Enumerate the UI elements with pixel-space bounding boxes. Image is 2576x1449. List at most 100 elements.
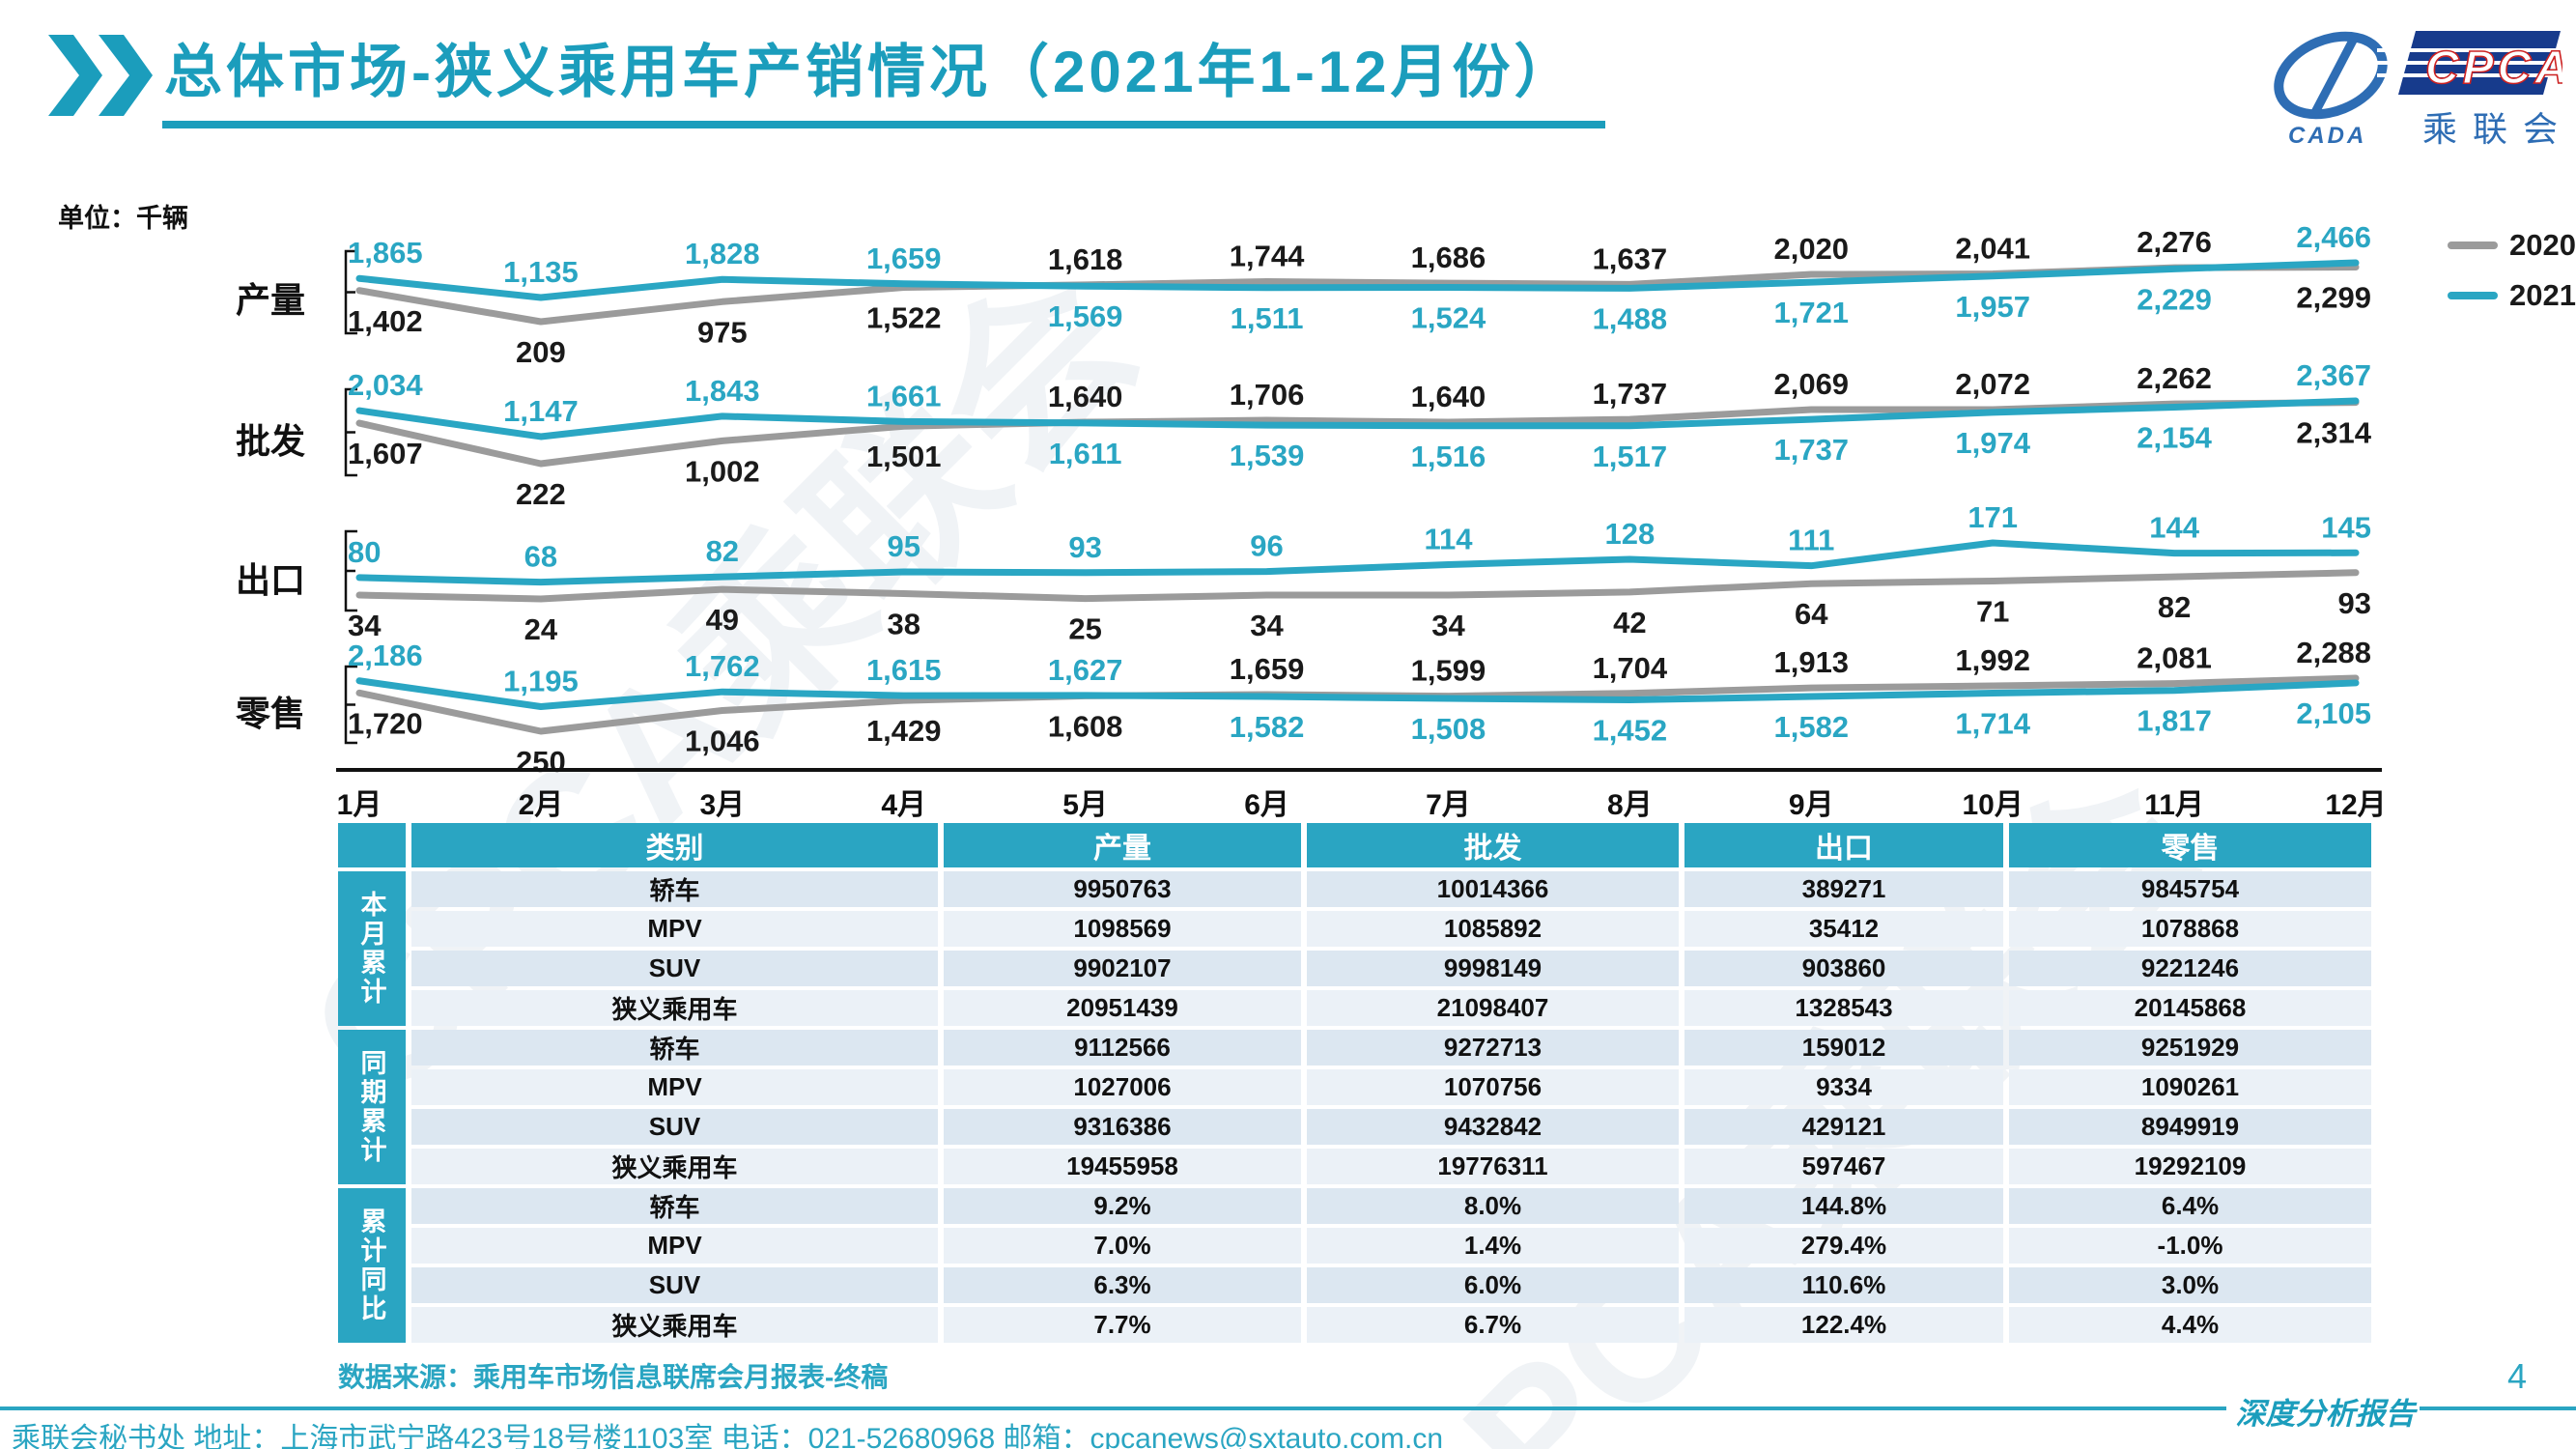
data-label: 1,195: [503, 664, 579, 697]
row-label-production: 产量: [235, 280, 305, 320]
data-label: 1,618: [1048, 242, 1123, 276]
table-cell: 6.4%: [2009, 1188, 2371, 1224]
table-cell: 1070756: [1307, 1069, 1679, 1105]
data-label: 93: [2338, 586, 2371, 620]
data-label: 1,762: [685, 649, 760, 683]
data-label: 250: [516, 745, 566, 779]
table-group-label: 本月累计: [338, 871, 406, 1026]
data-label: 24: [524, 612, 558, 646]
month-label: 6月: [1244, 789, 1289, 821]
table-header: 出口: [1684, 823, 2003, 867]
contact-line: 乘联会秘书处 地址：上海市武宁路423号18号楼1103室 电话：021-526…: [12, 1423, 1444, 1449]
table-cell: 19292109: [2009, 1149, 2371, 1184]
data-label: 1,637: [1593, 242, 1668, 275]
table-cell: 429121: [1684, 1109, 2003, 1145]
legend-label: 2020: [2509, 228, 2576, 262]
data-label: 1,737: [1593, 377, 1668, 411]
chart-production: 1,865 1,402 1,135 209 1,828 975 1,659 1,522 1,61…: [336, 220, 2391, 369]
data-label: 96: [1250, 529, 1283, 563]
axis-bracket: [344, 249, 357, 335]
legend-label: 2021: [2509, 278, 2576, 312]
chevron-icon: [48, 35, 153, 116]
data-label: 1,516: [1411, 440, 1486, 473]
table-cell: 4.4%: [2009, 1307, 2371, 1343]
row-label-retail: 零售: [235, 694, 305, 733]
data-label: 1,599: [1411, 654, 1486, 688]
chart-wholesale: 2,034 1,607 1,147 222 1,843 1,002 1,661 1,501 1,…: [336, 358, 2391, 511]
table-header: 产量: [944, 823, 1301, 867]
data-label: 1,714: [1955, 706, 2030, 740]
month-label: 4月: [881, 789, 927, 821]
data-label: 2,466: [2296, 220, 2371, 254]
data-label: 80: [348, 535, 381, 569]
chart-retail: 2,186 1,720 1,195 250 1,762 1,046 1,615 1,429 1,…: [336, 636, 2391, 779]
data-label: 1,686: [1411, 241, 1486, 274]
data-label: 2,367: [2296, 358, 2371, 392]
data-label: 1,452: [1593, 714, 1668, 748]
table-cell: 9998149: [1307, 951, 1679, 986]
table-cell: 1.4%: [1307, 1228, 1679, 1264]
data-label: 144: [2149, 511, 2199, 545]
month-label: 1月: [336, 789, 382, 821]
table-cell: 20951439: [944, 990, 1301, 1026]
data-label: 2,262: [2137, 361, 2212, 395]
data-label: 1,640: [1048, 380, 1123, 413]
axis-bracket: [344, 665, 357, 745]
table-header: 类别: [411, 823, 938, 867]
data-label: 34: [1431, 609, 1465, 642]
data-label: 1,611: [1049, 437, 1122, 470]
data-label: 1,147: [503, 394, 579, 428]
table-cell: 1098569: [944, 911, 1301, 947]
month-label: 2月: [518, 789, 564, 821]
data-label: 1,704: [1593, 651, 1668, 685]
data-label: 1,721: [1773, 296, 1849, 329]
footer-rule: [2420, 1406, 2576, 1410]
table-corner: [338, 823, 406, 867]
data-label: 1,640: [1411, 380, 1486, 413]
table-cell: 21098407: [1307, 990, 1679, 1026]
data-label: 1,501: [866, 440, 942, 473]
data-label: 1,706: [1230, 378, 1305, 412]
data-label: 975: [697, 315, 748, 349]
month-label: 9月: [1788, 789, 1834, 821]
data-label: 1,615: [866, 653, 942, 687]
data-label: 1,508: [1411, 712, 1486, 746]
table-cell: 9316386: [944, 1109, 1301, 1145]
data-label: 1,608: [1048, 709, 1123, 743]
legend-line-2021: [2448, 292, 2498, 299]
table-cell: 35412: [1684, 911, 2003, 947]
table-cell: 6.7%: [1307, 1307, 1679, 1343]
report-type-label: 深度分析报告: [2235, 1397, 2416, 1432]
data-label: 2,314: [2296, 416, 2371, 450]
data-label: 2,299: [2296, 281, 2371, 315]
table-cell: 9112566: [944, 1030, 1301, 1065]
table-cell: 7.7%: [944, 1307, 1301, 1343]
data-label: 111: [1788, 524, 1834, 557]
data-label: 34: [1250, 609, 1284, 642]
data-label: 1,843: [685, 374, 760, 408]
table-category: 狭义乘用车: [411, 1307, 938, 1343]
table-cell: 597467: [1684, 1149, 2003, 1184]
data-label: 2,154: [2137, 420, 2212, 454]
month-label: 8月: [1607, 789, 1653, 821]
data-label: 1,607: [348, 437, 423, 470]
series-line-2021: [355, 397, 2360, 440]
axis-bracket: [344, 387, 357, 477]
table-category: SUV: [411, 951, 938, 986]
table-category: 轿车: [411, 1188, 938, 1224]
legend: 2020 2021: [2448, 228, 2576, 328]
month-label: 12月: [2325, 789, 2387, 821]
table-category: 轿车: [411, 1030, 938, 1065]
month-label: 10月: [1962, 789, 2024, 821]
data-label: 38: [887, 607, 920, 640]
table-cell: 8949919: [2009, 1109, 2371, 1145]
series-line-2021: [355, 539, 2360, 586]
table-header: 批发: [1307, 823, 1679, 867]
row-label-export: 出口: [235, 560, 305, 600]
table-cell: 389271: [1684, 871, 2003, 907]
data-label: 1,522: [866, 301, 942, 335]
report-table: 类别 产量 批发 出口 零售 本月累计 轿车 9950763 10014366 389271 984…: [338, 823, 2371, 1343]
data-label: 2,069: [1773, 367, 1849, 401]
data-label: 1,524: [1411, 300, 1486, 334]
